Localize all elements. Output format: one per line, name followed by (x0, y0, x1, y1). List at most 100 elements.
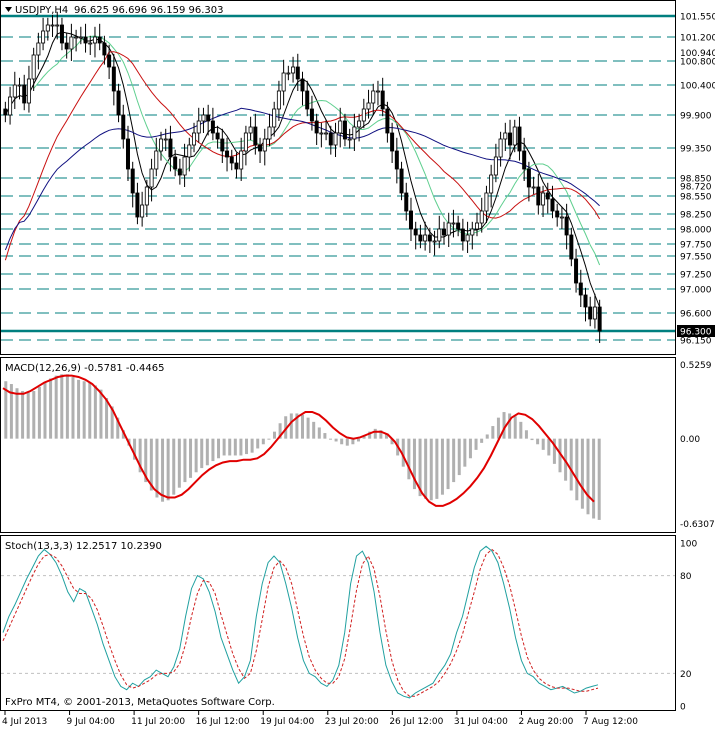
macd-bar-65 (368, 431, 372, 439)
macd-bar-31 (177, 438, 181, 488)
x-label-3: 16 Jul 12:00 (196, 717, 250, 727)
candle-body-94 (446, 222, 451, 236)
macd-bar-8 (49, 378, 53, 439)
macd-bar-54 (306, 417, 310, 439)
candle-body-111 (526, 168, 531, 188)
price-label-1: 101.200 (680, 34, 715, 44)
candle-body-17 (83, 36, 88, 44)
macd-bar-52 (295, 413, 299, 439)
macd-bar-79 (446, 438, 450, 490)
macd-bar-11 (65, 374, 69, 439)
macd-title: MACD(12,26,9) -0.5781 -0.4465 (5, 363, 165, 374)
macd-bar-6 (37, 386, 41, 439)
stoch-label-0: 100 (680, 540, 697, 550)
candle-body-109 (517, 126, 522, 152)
stoch-main-line (2, 545, 599, 699)
ma-green-line (33, 35, 601, 266)
macd-bar-91 (513, 416, 517, 439)
macd-bar-90 (508, 413, 512, 439)
macd-bar-51 (289, 413, 293, 439)
macd-bar-73 (412, 438, 416, 490)
candle-body-88 (418, 234, 423, 242)
macd-bar-7 (43, 382, 47, 439)
x-label-8: 2 Aug 20:00 (518, 717, 573, 727)
price-label-16: 96.600 (680, 310, 712, 320)
macd-bar-16 (93, 385, 97, 439)
macd-bar-96 (541, 438, 545, 450)
macd-bar-62 (351, 438, 355, 445)
stoch-label-2: 20 (680, 670, 692, 680)
candle-body-54 (258, 144, 263, 152)
macd-bar-32 (183, 438, 187, 483)
macd-bar-59 (334, 438, 338, 442)
candle-body-41 (196, 120, 201, 134)
candle-body-103 (489, 174, 494, 194)
candle-body-75 (357, 120, 362, 128)
candle-body-104 (493, 156, 498, 176)
price-label-17: 96.300 (680, 328, 712, 338)
candle-body-126 (597, 306, 602, 332)
price-label-13: 97.550 (680, 253, 712, 263)
macd-bar-85 (480, 438, 484, 443)
price-label-5: 99.900 (680, 112, 712, 122)
candle-body-45 (215, 132, 220, 140)
x-label-9: 7 Aug 12:00 (583, 717, 638, 727)
candle-body-34 (163, 138, 168, 141)
price-label-12: 97.750 (680, 241, 712, 251)
macd-bar-10 (60, 374, 64, 439)
macd-bar-60 (340, 438, 344, 445)
candle-body-10 (50, 24, 55, 27)
macd-bar-102 (575, 438, 579, 501)
candle-body-100 (475, 222, 480, 230)
menu-triangle-icon[interactable] (5, 7, 12, 12)
macd-bar-92 (519, 421, 523, 439)
macd-bar-14 (82, 381, 86, 439)
candle-body-16 (78, 36, 83, 39)
candle-body-8 (41, 30, 46, 44)
price-panel-frame (0, 0, 676, 355)
candle-body-87 (413, 228, 418, 236)
macd-bar-1 (9, 384, 13, 439)
candle-body-26 (125, 138, 130, 170)
candle-body-108 (512, 126, 517, 146)
candle-body-124 (588, 306, 593, 320)
price-label-15: 97.000 (680, 286, 712, 296)
candle-body-5 (26, 78, 31, 104)
macd-bar-105 (592, 438, 596, 519)
candle-body-40 (192, 132, 197, 146)
macd-bar-25 (144, 438, 148, 483)
x-label-6: 26 Jul 12:00 (389, 717, 443, 727)
macd-bar-29 (166, 438, 170, 501)
price-label-0: 101.550 (680, 13, 715, 23)
macd-bar-21 (121, 430, 125, 439)
macd-axis: 0.5259 0.00 -0.6307 (680, 361, 715, 530)
macd-bar-58 (328, 438, 332, 440)
macd-bar-40 (228, 438, 232, 456)
macd-signal-line (2, 374, 595, 507)
candle-body-89 (423, 234, 428, 242)
candle-body-59 (281, 72, 286, 92)
x-label-1: 9 Jul 04:00 (67, 717, 116, 727)
macd-bar-63 (356, 438, 360, 442)
candle-body-72 (342, 120, 347, 140)
candle-body-42 (201, 114, 206, 122)
candle-body-114 (541, 192, 546, 206)
candle-body-125 (592, 306, 597, 320)
candle-body-81 (385, 108, 390, 134)
macd-label-2: -0.6307 (680, 520, 715, 530)
candle-body-77 (366, 102, 371, 110)
candle-body-51 (243, 132, 248, 152)
candle-body-23 (111, 66, 116, 92)
macd-bar-56 (317, 427, 321, 439)
candle-body-32 (154, 150, 159, 170)
macd-bar-55 (312, 421, 316, 439)
macd-bar-35 (200, 438, 204, 469)
macd-bar-98 (552, 438, 556, 464)
macd-bar-64 (362, 435, 366, 439)
price-label-11: 98.000 (680, 226, 712, 236)
macd-bar-89 (502, 412, 506, 439)
macd-bar-20 (116, 417, 120, 439)
candle-body-110 (522, 150, 527, 170)
